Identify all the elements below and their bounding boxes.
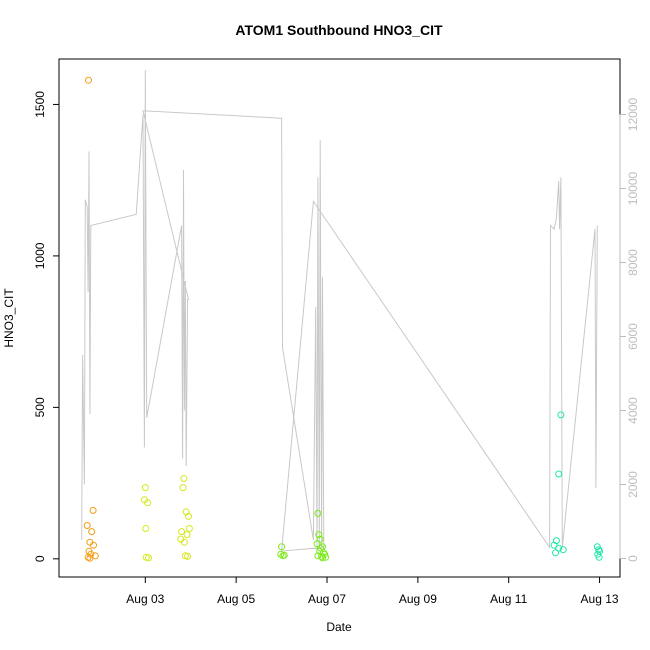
data-point bbox=[552, 549, 559, 557]
y-axis-label: HNO3_CIT bbox=[2, 288, 16, 348]
point-group-2 bbox=[140, 475, 193, 562]
x-tick-label: Aug 09 bbox=[399, 592, 437, 606]
data-point bbox=[280, 551, 288, 559]
data-point bbox=[316, 535, 324, 543]
point-group-3 bbox=[277, 509, 330, 562]
y2-tick-label: 6000 bbox=[626, 323, 640, 350]
data-point bbox=[559, 546, 567, 554]
y2-tick-label: 0 bbox=[626, 555, 640, 562]
chart-title: ATOM1 Southbound HNO3_CIT bbox=[235, 22, 443, 38]
data-point bbox=[318, 552, 326, 560]
y2-axis: 0 2000 4000 6000 8000 10000 12000 bbox=[619, 97, 640, 562]
x-tick-label: Aug 11 bbox=[490, 592, 527, 606]
x-axis: Aug 03 Aug 05 Aug 07 Aug 09 Aug 11 Aug 13 bbox=[126, 576, 619, 606]
data-point bbox=[319, 554, 326, 562]
data-point bbox=[557, 411, 565, 419]
points-layer bbox=[83, 76, 604, 562]
data-point bbox=[183, 531, 191, 539]
data-point bbox=[142, 525, 150, 532]
y-tick-label: 0 bbox=[33, 555, 47, 562]
data-point bbox=[185, 512, 192, 520]
y2-tick-label: 12000 bbox=[626, 97, 640, 131]
data-point bbox=[555, 544, 563, 552]
data-point bbox=[145, 554, 152, 562]
data-point bbox=[314, 509, 322, 517]
data-point bbox=[555, 470, 563, 478]
data-point bbox=[278, 543, 286, 551]
data-point bbox=[90, 541, 97, 549]
point-group-1 bbox=[83, 76, 99, 562]
y2-tick-label: 10000 bbox=[626, 171, 640, 205]
data-point bbox=[180, 475, 188, 482]
data-point bbox=[184, 552, 192, 560]
data-point bbox=[179, 484, 187, 492]
data-point bbox=[85, 76, 92, 84]
data-point bbox=[178, 528, 186, 536]
data-point bbox=[86, 554, 94, 562]
y-tick-label: 1500 bbox=[33, 91, 47, 118]
y2-tick-label: 4000 bbox=[626, 397, 640, 424]
data-point bbox=[83, 522, 91, 529]
data-point bbox=[185, 525, 193, 532]
data-point bbox=[141, 484, 149, 492]
x-tick-label: Aug 05 bbox=[217, 592, 255, 606]
x-axis-label: Date bbox=[326, 620, 352, 634]
x-tick-label: Aug 07 bbox=[308, 592, 346, 606]
data-point bbox=[313, 540, 321, 548]
x-tick-label: Aug 03 bbox=[126, 592, 164, 606]
y-tick-label: 1000 bbox=[33, 242, 47, 269]
y2-tick-label: 2000 bbox=[626, 471, 640, 498]
data-point bbox=[180, 538, 188, 546]
data-point bbox=[315, 531, 323, 539]
data-point bbox=[595, 553, 603, 561]
data-point bbox=[89, 506, 97, 514]
y2-tick-label: 8000 bbox=[626, 249, 640, 276]
y-axis: 0 500 1000 1500 bbox=[33, 91, 60, 562]
data-point bbox=[322, 553, 330, 561]
data-point bbox=[144, 499, 152, 507]
x-tick-label: Aug 13 bbox=[581, 592, 619, 606]
y-tick-label: 500 bbox=[33, 397, 47, 417]
secondary-line-layer bbox=[81, 70, 598, 552]
point-group-4 bbox=[550, 411, 604, 561]
secondary-series-line bbox=[81, 70, 598, 552]
data-point bbox=[88, 528, 96, 536]
